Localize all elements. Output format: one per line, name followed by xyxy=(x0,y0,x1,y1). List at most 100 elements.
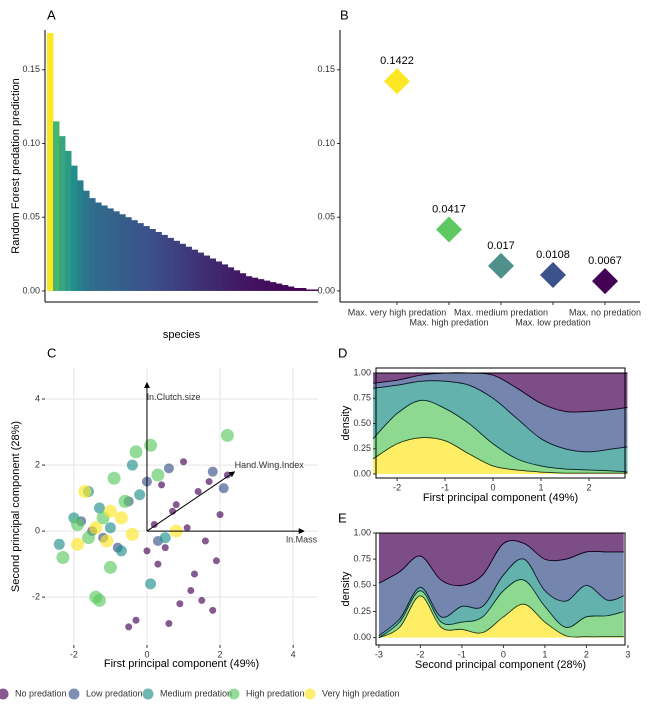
y-tick-label: 0.75 xyxy=(353,554,371,564)
value-label: 0.1422 xyxy=(380,55,414,67)
bar xyxy=(239,273,247,291)
bar xyxy=(233,270,241,291)
density-area xyxy=(378,558,624,638)
x-axis-title: First principal component (49%) xyxy=(104,658,259,670)
y-tick-label: 1.00 xyxy=(353,367,371,377)
bar xyxy=(125,217,132,291)
bar xyxy=(257,279,265,291)
point xyxy=(81,531,95,545)
y-tick-label: 4 xyxy=(35,393,40,403)
x-tick-label: 0 xyxy=(501,649,506,659)
density-area xyxy=(378,595,624,638)
legend-label: No predation xyxy=(15,688,67,698)
loading-label: ln.Mass xyxy=(286,534,318,544)
density-area xyxy=(373,437,628,474)
y-tick-label: 0.15 xyxy=(317,64,335,74)
point xyxy=(145,578,157,590)
point xyxy=(154,560,162,568)
bar xyxy=(173,240,180,291)
point xyxy=(100,534,114,548)
legend-swatch xyxy=(68,688,80,700)
y-tick-label: 0.10 xyxy=(22,138,40,148)
point xyxy=(107,471,121,485)
x-tick-label: -2 xyxy=(393,482,401,492)
density-area xyxy=(378,533,624,586)
y-tick-label: 0.50 xyxy=(353,580,371,590)
density-area xyxy=(373,372,628,452)
x-tick-label: Max. low predation xyxy=(515,317,591,327)
point xyxy=(93,502,105,514)
density-area xyxy=(378,579,624,638)
y-axis-title: density xyxy=(340,405,352,440)
density-area xyxy=(378,540,624,636)
bar xyxy=(209,258,217,291)
legend-label: Medium predation xyxy=(160,688,232,698)
bar xyxy=(203,255,210,291)
point xyxy=(115,545,127,557)
x-tick-label: -1 xyxy=(458,649,466,659)
y-tick-label: 1.00 xyxy=(353,527,371,537)
bar xyxy=(89,198,96,291)
x-tick-label: Max. medium predation xyxy=(454,307,548,317)
diamond xyxy=(488,252,514,279)
point xyxy=(161,544,169,552)
point xyxy=(56,551,70,565)
y-tick-label: 0.25 xyxy=(353,443,371,453)
point xyxy=(89,590,103,604)
y-tick-label: 0.05 xyxy=(22,212,40,222)
panel-label: C xyxy=(47,345,56,360)
bar xyxy=(215,261,223,291)
x-tick-label: 0 xyxy=(491,482,496,492)
point xyxy=(71,517,85,531)
panel-label: D xyxy=(338,345,347,360)
point xyxy=(183,524,191,532)
bar xyxy=(47,32,54,291)
bar xyxy=(269,282,277,291)
y-tick-label: 0.15 xyxy=(22,64,40,74)
y-tick-label: 0.05 xyxy=(317,212,335,222)
x-tick-label: -2 xyxy=(416,649,424,659)
bar xyxy=(185,246,192,291)
bar xyxy=(245,276,253,291)
point xyxy=(114,511,128,525)
bar xyxy=(161,234,168,291)
point xyxy=(159,532,171,544)
bar xyxy=(155,231,162,291)
x-axis-title: First principal component (49%) xyxy=(423,492,578,504)
y-axis-title: Random Forest predation prediction xyxy=(10,78,22,253)
point xyxy=(209,606,217,614)
bar xyxy=(167,237,174,291)
bar xyxy=(305,289,313,291)
bar xyxy=(101,205,108,291)
legend-swatch xyxy=(142,688,154,700)
bar xyxy=(143,226,150,291)
bar xyxy=(227,267,235,291)
density-area xyxy=(373,372,628,413)
panel-label: E xyxy=(338,510,347,525)
x-tick-label: 3 xyxy=(625,649,630,659)
bar xyxy=(275,283,283,291)
panel-label: B xyxy=(340,7,349,22)
point xyxy=(143,547,151,555)
panel-border xyxy=(375,532,626,646)
bar xyxy=(53,121,60,291)
legend-label: Very high predation xyxy=(322,688,400,698)
x-tick-label: 2 xyxy=(584,649,589,659)
x-tick-label: Max. no predation xyxy=(569,307,641,317)
y-tick-label: 0.00 xyxy=(317,285,335,295)
diamond xyxy=(384,68,410,95)
legend-label: High predation xyxy=(246,688,305,698)
point xyxy=(104,522,116,534)
bar xyxy=(251,277,259,291)
x-tick-label: 0 xyxy=(144,649,149,659)
point xyxy=(187,587,195,595)
x-tick-label: 1 xyxy=(542,649,547,659)
x-axis-title: species xyxy=(163,329,201,341)
panel-label: A xyxy=(47,7,56,22)
point xyxy=(190,570,198,578)
point xyxy=(165,620,173,628)
x-tick-label: Max. high predation xyxy=(409,317,488,327)
point xyxy=(172,501,180,509)
bar xyxy=(113,211,120,291)
